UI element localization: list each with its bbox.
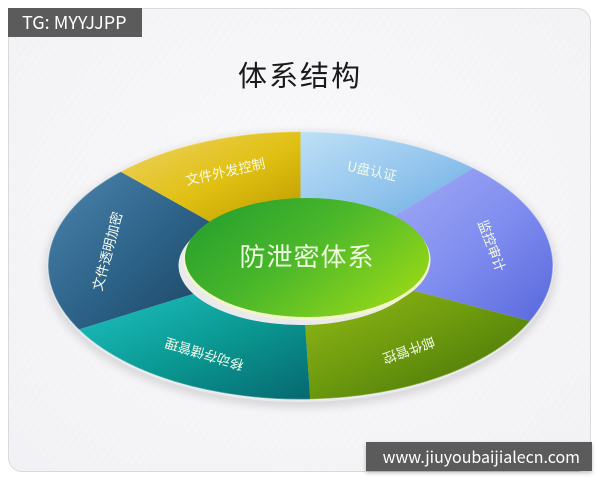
svg-text:防泄密体系: 防泄密体系 [239, 237, 374, 274]
